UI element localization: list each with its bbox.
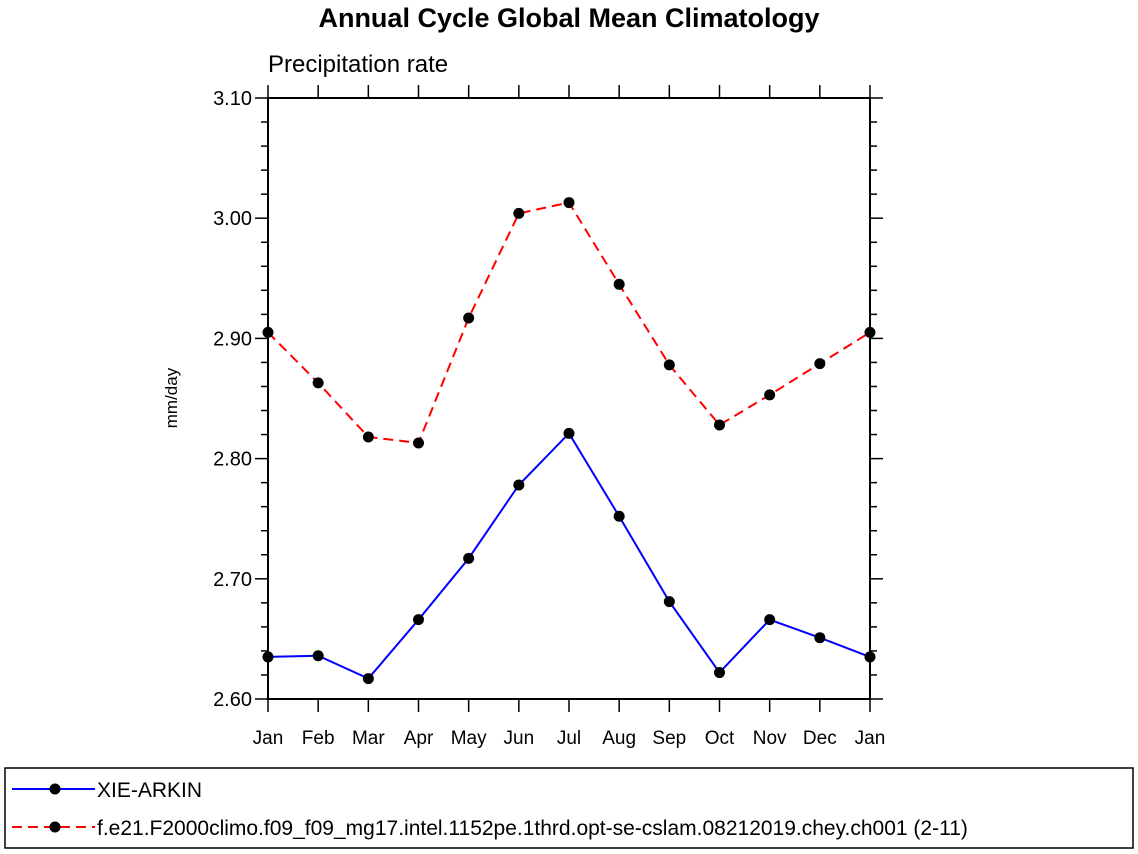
y-tick-label: 2.90 [213,328,252,350]
y-tick-label: 3.10 [213,88,252,110]
legend-box [4,767,1134,849]
legend-marker-1 [49,783,61,795]
legend-marker-2 [49,821,61,833]
series-1-point [362,673,374,685]
x-tick-label: Nov [753,728,787,749]
series-2-point [563,197,575,209]
series-1-point [663,596,675,608]
legend-entry-2: f.e21.F2000climo.f09_f09_mg17.intel.1152… [12,817,968,840]
series-1-point [814,632,826,644]
ticks-layer: 2.60 2.70 2.80 2.90 3.00 3.10 Jan Feb Mar Apr May J… [213,85,885,749]
x-tick-label: Dec [803,728,837,749]
series-1-point [413,614,424,626]
series-line-1 [267,431,871,680]
y-axis-label: mm/day [162,367,181,428]
x-tick-label: Jul [557,728,581,749]
series-2-point [513,207,525,219]
series-2-point [864,326,876,338]
x-tick-label: Jan [855,728,886,749]
y-tick-label: 2.80 [213,449,252,471]
series-1-point [864,651,876,663]
x-tick-label: Apr [404,728,434,749]
series-1-point [463,552,475,564]
series-2-point [362,431,374,443]
x-tick-label: Jan [253,728,284,749]
x-tick-label: Jun [504,728,535,749]
series-2-point [312,377,324,389]
series-2-point [714,419,725,431]
x-tick-label: Feb [302,728,335,749]
series-1-point [513,479,525,491]
plot-frame [267,97,871,700]
x-tick-label: Oct [705,728,735,749]
series-2-point [814,358,826,370]
chart-title: Annual Cycle Global Mean Climatology [318,3,819,33]
series-2-point [613,278,625,290]
series-line-2 [267,201,871,445]
series-1-point [714,667,725,679]
legend-entry-1: XIE-ARKIN [12,779,202,802]
series-2-point [764,389,776,401]
legend-label-1: XIE-ARKIN [97,779,202,802]
y-tick-label: 2.70 [213,569,252,591]
series-1-point [262,651,274,663]
chart-subtitle: Precipitation rate [268,51,448,78]
series-1-point [312,650,324,662]
x-tick-label: May [451,728,487,749]
legend-label-2: f.e21.F2000climo.f09_f09_mg17.intel.1152… [97,817,968,840]
series-1-point [764,614,776,626]
y-tick-label: 2.60 [213,689,252,711]
series-1-point [563,427,575,439]
series-2-point [262,326,274,338]
x-tick-label: Sep [652,728,686,749]
series-1-point [613,510,625,522]
series-2-point [463,312,475,324]
x-tick-label: Mar [352,728,385,749]
series-2-point [663,359,675,371]
series-2-point [413,437,424,449]
series-layer [262,197,876,685]
y-tick-label: 3.00 [213,208,252,230]
x-tick-label: Aug [602,728,636,749]
